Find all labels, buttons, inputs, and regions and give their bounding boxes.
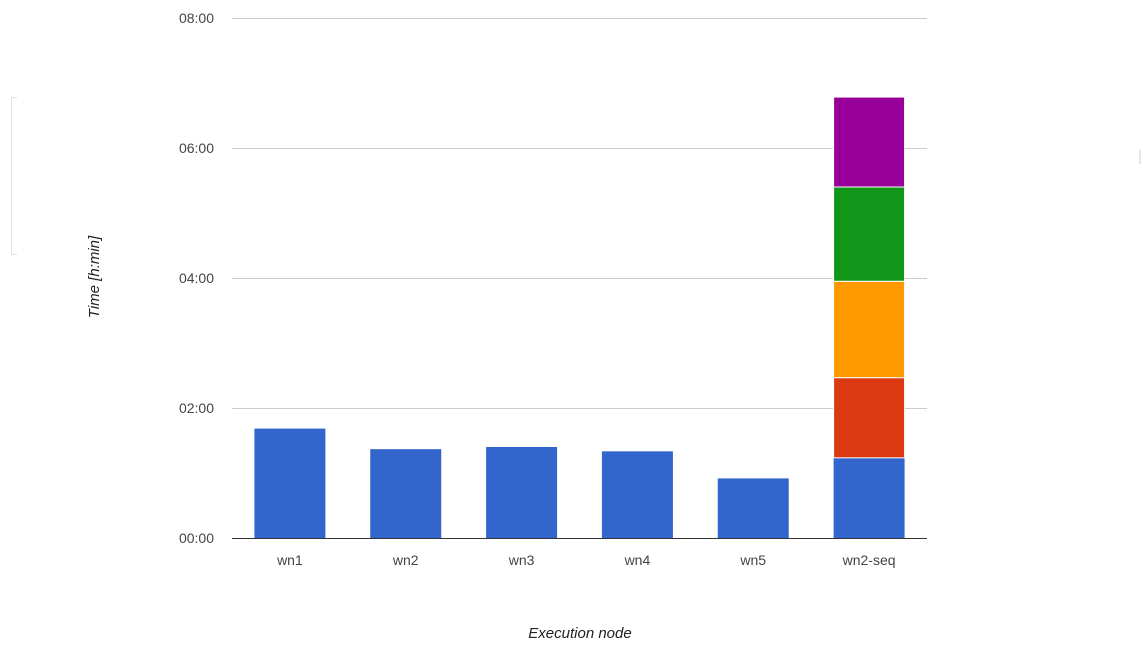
x-tick-label: wn3: [508, 552, 535, 568]
bar-wn2-seq-segment-1: [833, 457, 905, 538]
legend-frame: [11, 97, 17, 255]
x-tick-label: wn2: [392, 552, 419, 568]
edge-mark: [1139, 150, 1141, 164]
bar-wn2-seq-segment-2: [833, 377, 906, 459]
bar-wn2-seq-segment-3: [833, 280, 906, 379]
x-tick-label: wn4: [624, 552, 651, 568]
x-axis-title: Execution node: [528, 625, 631, 642]
bar-wn3-segment-1: [486, 447, 558, 538]
bar-wn4-segment-1: [601, 451, 673, 538]
bar-wn1-segment-1: [254, 428, 326, 538]
y-tick-label: 08:00: [179, 10, 214, 26]
y-axis-ticks: 00:00 02:00 04:00 06:00 08:00: [179, 10, 214, 546]
bar-wn2-seq-segment-5: [833, 96, 906, 188]
x-axis-ticks: wn1 wn2 wn3 wn4 wn5 wn2-seq: [276, 552, 895, 568]
bar-wn5-segment-1: [717, 478, 789, 538]
gridlines: [232, 18, 927, 409]
y-tick-label: 06:00: [179, 140, 214, 156]
x-tick-label: wn2-seq: [842, 552, 896, 568]
bar-wn2-seq-segment-4: [833, 186, 906, 282]
x-tick-label: wn1: [276, 552, 303, 568]
y-tick-label: 00:00: [179, 530, 214, 546]
y-tick-label: 02:00: [179, 400, 214, 416]
bars: [254, 96, 906, 538]
y-tick-label: 04:00: [179, 270, 214, 286]
bar-wn2-segment-1: [370, 449, 442, 538]
y-axis-title: Time [h:min]: [86, 235, 103, 318]
x-tick-label: wn5: [739, 552, 766, 568]
